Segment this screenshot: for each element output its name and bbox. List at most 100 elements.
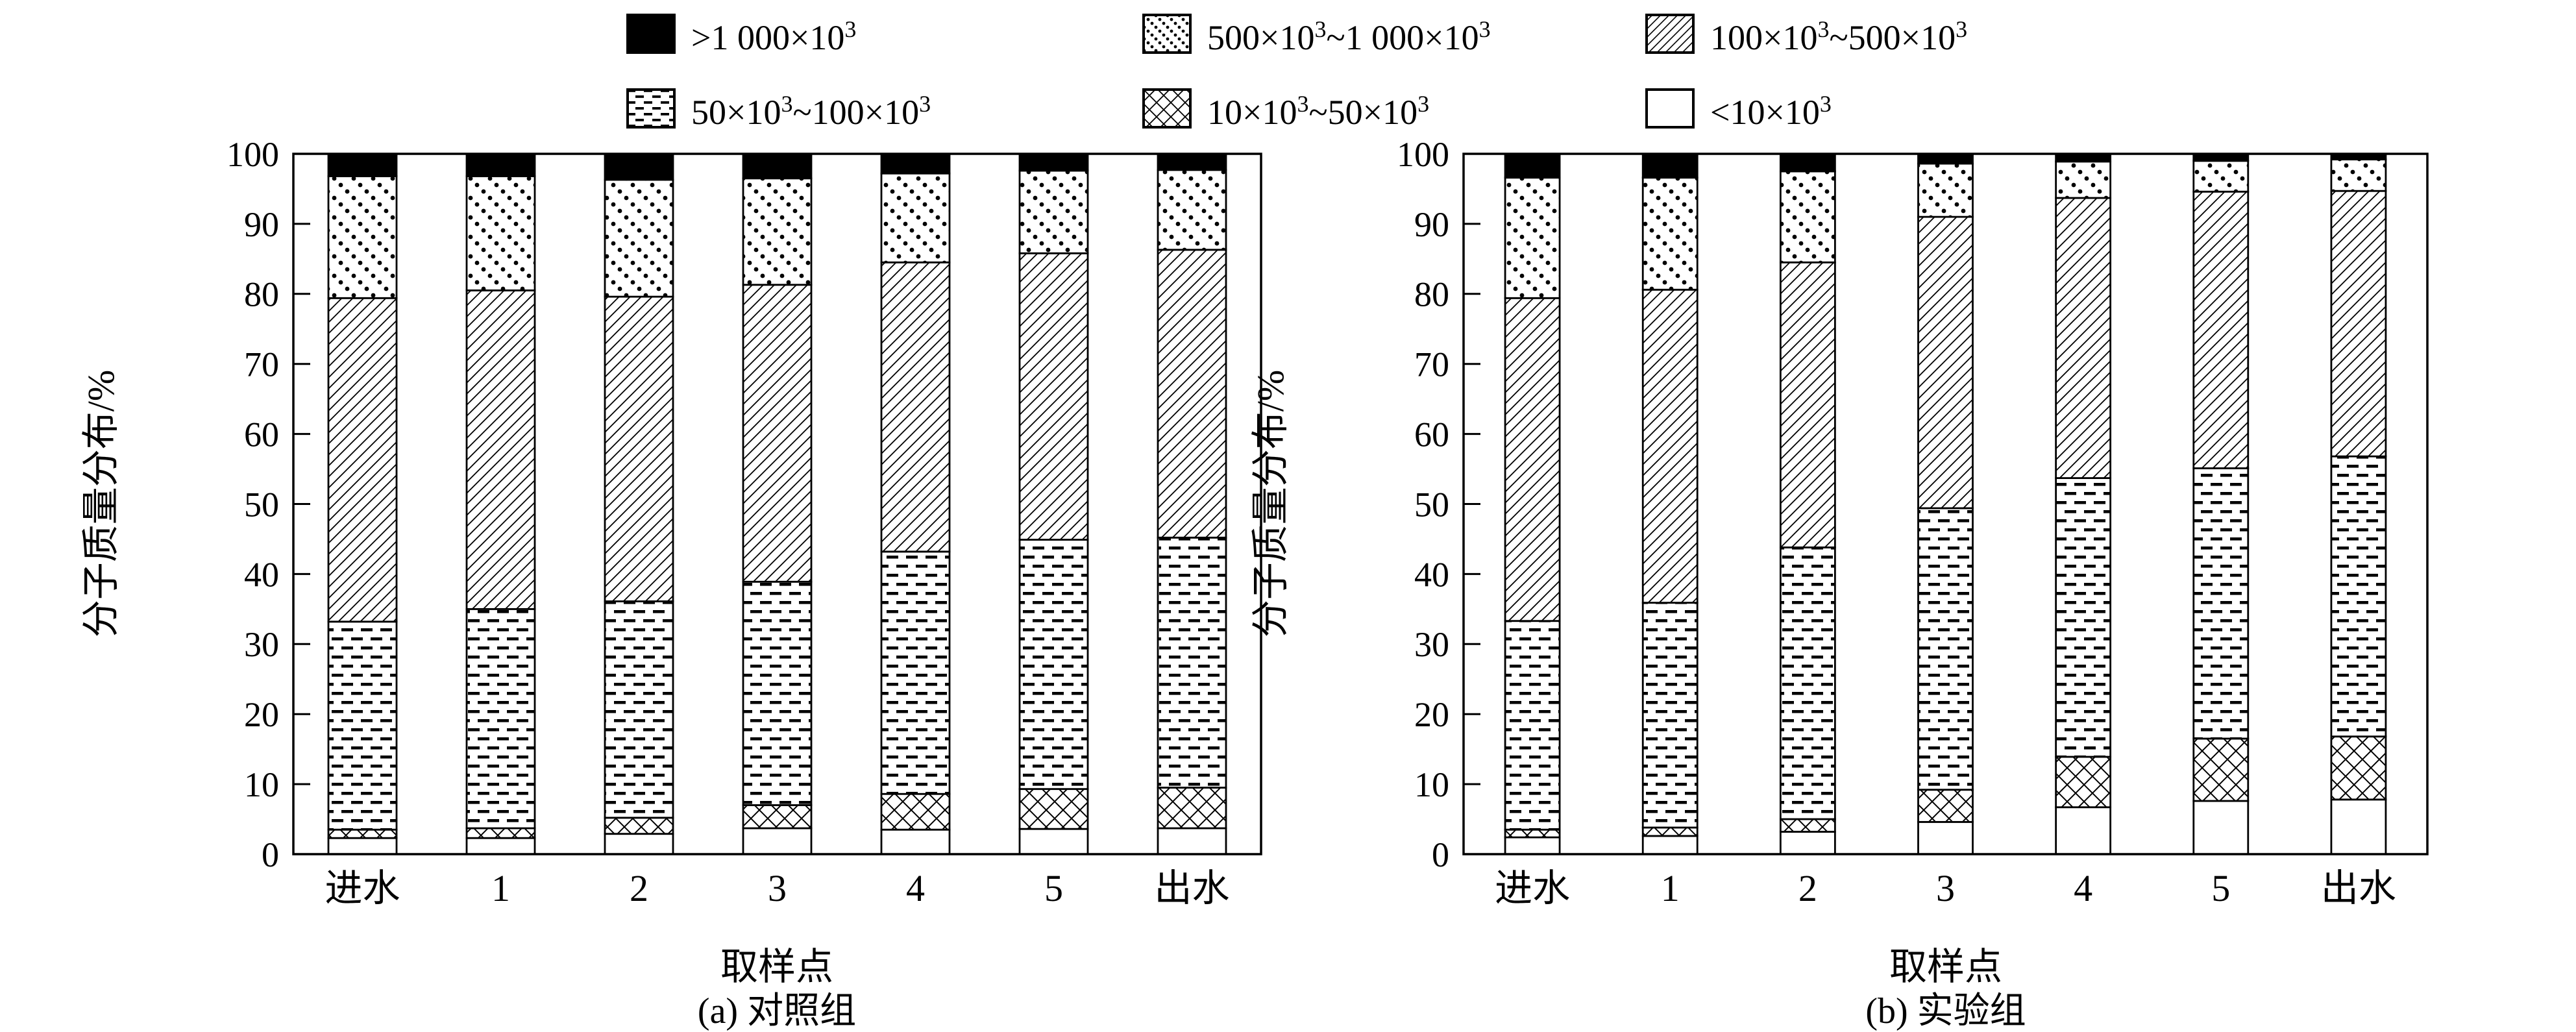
bar-segment: [2055, 477, 2112, 758]
y-tick-label: 10: [1414, 765, 1449, 804]
legend-swatch-plain: [1645, 88, 1695, 129]
legend-item: 50×103~100×103: [626, 84, 1142, 132]
bar-segment: [1504, 177, 1561, 299]
bar-segment: [1917, 820, 1974, 855]
x-tick-label: 进水: [325, 867, 400, 909]
bar-segment: [1641, 835, 1699, 855]
legend-label: 10×103~50×103: [1207, 91, 1430, 132]
y-tick-label: 50: [1414, 485, 1449, 524]
x-axis-title-a: 取样点: [720, 946, 834, 988]
bar-segment: [2192, 190, 2250, 469]
legend-row-2: 50×103~100×103 10×103~50×103 <10×103: [626, 84, 1967, 132]
legend-swatch-crosshatch: [1142, 88, 1192, 129]
y-tick-label: 0: [1432, 835, 1449, 874]
bar-segment: [604, 153, 674, 181]
bar-segment: [465, 608, 536, 829]
y-tick-label: 60: [244, 415, 279, 454]
chart-caption-b: (b) 实验组: [1865, 991, 2026, 1031]
bar-segment: [1779, 170, 1836, 264]
bar-segment: [2055, 160, 2112, 199]
legend-label: <10×103: [1710, 91, 1832, 132]
bar-segment: [604, 295, 674, 602]
bar-segment: [1641, 153, 1699, 179]
bar-segment: [742, 284, 813, 583]
bar-segment: [604, 833, 674, 855]
bar-segment: [1504, 620, 1561, 831]
bar-segment: [2055, 153, 2112, 163]
bar-segment: [1018, 252, 1089, 541]
x-tick-label: 5: [2211, 867, 2230, 909]
bar-segment: [742, 153, 813, 180]
bar-segment: [327, 620, 398, 831]
bar-segment: [880, 172, 951, 264]
legend-item: >1 000×103: [626, 9, 1142, 58]
chart-caption-a: (a) 对照组: [697, 991, 857, 1031]
bar-segment: [880, 550, 951, 795]
legend: >1 000×103 500×103~1 000×103 100×103~500×1…: [626, 9, 1967, 158]
bar-segment: [1641, 826, 1699, 837]
bar-segment: [880, 261, 951, 553]
bar-segment: [2330, 798, 2387, 855]
y-tick-label: 70: [1414, 345, 1449, 384]
legend-swatch-solid: [626, 13, 676, 54]
x-tick-label: 出水: [2321, 867, 2396, 909]
y-tick-label: 40: [244, 555, 279, 594]
legend-label: 50×103~100×103: [691, 91, 931, 132]
bar-segment: [1917, 507, 1974, 791]
bar-segment: [1504, 836, 1561, 855]
y-axis-title-b: 分子质量分布/%: [1249, 369, 1292, 638]
bar-segment: [880, 792, 951, 831]
x-tick-label: 2: [630, 867, 648, 909]
bar-segment: [1018, 169, 1089, 254]
bar-segment: [880, 153, 951, 175]
bar-segment: [1504, 828, 1561, 839]
bar-segment: [880, 828, 951, 855]
bar-segment: [327, 297, 398, 623]
y-tick-label: 10: [244, 765, 279, 804]
bar-segment: [604, 817, 674, 835]
legend-item: 100×103~500×103: [1645, 9, 1967, 58]
x-tick-label: 进水: [1495, 867, 1570, 909]
bar-segment: [1018, 828, 1089, 855]
legend-item: 10×103~50×103: [1142, 84, 1645, 132]
bar-segment: [327, 153, 398, 177]
bar-segment: [2192, 467, 2250, 740]
bar-segment: [465, 153, 536, 177]
bar-segment: [2055, 756, 2112, 809]
legend-item: <10×103: [1645, 84, 1967, 132]
x-tick-label: 2: [1798, 867, 1817, 909]
y-tick-label: 50: [244, 485, 279, 524]
bar-segment: [1641, 602, 1699, 829]
y-tick-label: 90: [244, 205, 279, 244]
bar-segment: [1018, 788, 1089, 830]
legend-label: 100×103~500×103: [1710, 16, 1968, 57]
y-tick-label: 80: [244, 275, 279, 314]
y-tick-label: 80: [1414, 275, 1449, 314]
bar-segment: [1641, 177, 1699, 291]
bar-segment: [1641, 288, 1699, 604]
x-tick-label: 3: [768, 867, 787, 909]
y-tick-label: 100: [1397, 135, 1449, 174]
y-tick-label: 20: [244, 695, 279, 734]
bar-segment: [1157, 536, 1227, 789]
legend-swatch-dots: [1142, 13, 1192, 54]
bar-segment: [1917, 789, 1974, 823]
bar-segment: [742, 177, 813, 286]
bar-segment: [742, 804, 813, 829]
bar-segment: [2192, 800, 2250, 855]
bar-segment: [604, 178, 674, 298]
bar-segment: [1917, 215, 1974, 510]
bar-segment: [465, 175, 536, 291]
bar-segment: [465, 827, 536, 839]
bar-segment: [1504, 297, 1561, 622]
bar-segment: [742, 580, 813, 806]
x-tick-label: 出水: [1154, 867, 1229, 909]
bar-segment: [1779, 261, 1836, 548]
y-tick-label: 60: [1414, 415, 1449, 454]
bar-segment: [2055, 197, 2112, 479]
bar-segment: [1917, 162, 1974, 218]
bar-segment: [2192, 737, 2250, 802]
bar-segment: [1157, 249, 1227, 539]
bar-segment: [465, 837, 536, 855]
